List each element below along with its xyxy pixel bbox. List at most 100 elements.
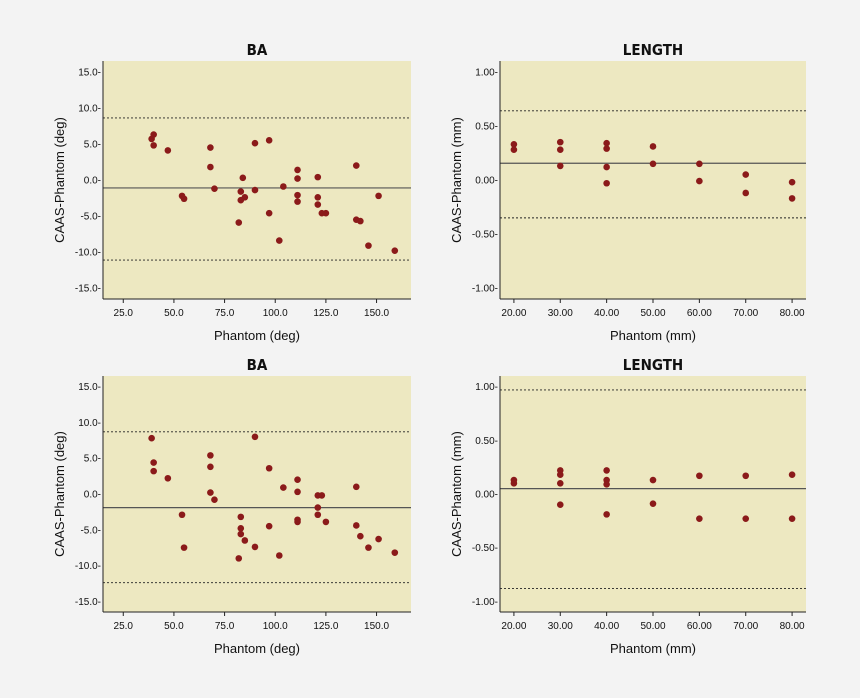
data-point — [211, 496, 218, 504]
data-point — [241, 537, 249, 544]
data-point — [696, 515, 703, 522]
y-tick-label: 0.50- — [475, 436, 498, 447]
y-tick-label: -10.0- — [75, 561, 101, 572]
data-point — [788, 515, 796, 522]
x-axis-label: Phantom (mm) — [610, 328, 696, 343]
data-point — [280, 484, 287, 491]
data-point — [265, 464, 273, 472]
y-tick-label: -0.50- — [472, 230, 498, 241]
x-tick-label: 80.00 — [780, 308, 805, 319]
data-point — [314, 504, 322, 511]
data-point — [150, 459, 157, 466]
y-tick-label: -15.0- — [75, 284, 101, 295]
x-tick-label: 20.00 — [501, 621, 526, 632]
x-tick-label: 70.00 — [733, 621, 758, 632]
data-point — [603, 467, 610, 474]
data-point — [294, 488, 301, 496]
y-tick-label: 10.0- — [78, 103, 101, 114]
y-tick-label: 0.50- — [475, 121, 498, 132]
data-point — [696, 177, 703, 185]
data-point — [556, 501, 564, 509]
data-point — [251, 543, 259, 551]
data-point — [788, 178, 796, 186]
data-point — [603, 481, 610, 488]
data-point — [251, 186, 259, 194]
data-point — [314, 194, 322, 201]
y-axis-label: CAAS-Phantom (deg) — [52, 431, 67, 557]
y-axis-label: CAAS-Phantom (mm) — [449, 431, 464, 557]
data-point — [603, 145, 610, 152]
y-tick-label: 10.0- — [78, 418, 101, 429]
data-point — [251, 433, 259, 441]
data-point — [357, 217, 364, 225]
data-point — [207, 489, 214, 496]
data-point — [510, 141, 518, 148]
y-axis-label: CAAS-Phantom (mm) — [449, 117, 464, 243]
x-axis-label: Phantom (deg) — [214, 641, 300, 656]
data-point — [391, 247, 399, 254]
data-point — [235, 219, 243, 226]
data-point — [164, 474, 172, 482]
data-point — [207, 144, 214, 151]
data-point — [742, 189, 750, 197]
data-point — [556, 162, 564, 170]
data-point — [150, 131, 157, 138]
data-point — [510, 146, 518, 154]
x-tick-label: 25.0 — [114, 308, 134, 319]
data-point — [148, 434, 155, 442]
data-point — [603, 163, 610, 171]
data-point — [275, 552, 283, 559]
y-tick-label: 15.0- — [78, 382, 101, 393]
y-tick-label: -0.50- — [472, 543, 498, 554]
y-tick-label: -5.0- — [80, 212, 101, 223]
data-point — [649, 143, 657, 150]
x-tick-label: 25.0 — [114, 621, 134, 632]
x-tick-label: 100.0 — [263, 308, 288, 319]
data-point — [649, 476, 657, 484]
data-point — [322, 209, 330, 217]
data-point — [164, 147, 172, 154]
x-tick-label: 150.0 — [364, 621, 389, 632]
y-tick-label: 15.0- — [78, 67, 101, 78]
data-point — [265, 209, 273, 217]
data-point — [556, 146, 564, 154]
x-tick-label: 50.0 — [164, 308, 184, 319]
data-point — [207, 163, 214, 171]
data-point — [318, 492, 326, 499]
data-point — [510, 479, 518, 487]
x-tick-label: 150.0 — [364, 308, 389, 319]
data-point — [180, 195, 188, 203]
x-tick-label: 30.00 — [548, 308, 573, 319]
data-point — [556, 138, 564, 146]
data-point — [237, 513, 245, 521]
data-point — [788, 471, 796, 478]
data-point — [150, 142, 157, 149]
data-point — [207, 452, 214, 459]
y-tick-label: 0.0- — [84, 176, 101, 187]
data-point — [275, 237, 283, 244]
x-tick-label: 40.00 — [594, 621, 619, 632]
data-point — [241, 194, 249, 201]
data-point — [352, 522, 360, 529]
data-point — [365, 242, 372, 249]
data-point — [207, 463, 214, 471]
data-point — [235, 555, 243, 562]
data-point — [237, 530, 245, 538]
data-point — [696, 160, 703, 168]
x-tick-label: 75.0 — [215, 621, 235, 632]
chart-title: BA — [247, 41, 268, 59]
y-tick-label: 0.0- — [84, 490, 101, 501]
data-point — [211, 185, 218, 192]
data-point — [742, 472, 750, 480]
data-point — [180, 544, 188, 551]
y-tick-label: -15.0- — [75, 597, 101, 608]
chart-title: LENGTH — [623, 41, 683, 59]
y-tick-label: -5.0- — [80, 525, 101, 536]
chart-panel-4: 1.00- 0.50- 0.00- -0.50- -1.00- 20.00 30.00 40.… — [449, 356, 806, 656]
data-point — [237, 525, 245, 532]
data-point — [322, 518, 330, 526]
data-point — [294, 476, 301, 483]
data-point — [352, 483, 360, 491]
x-tick-label: 30.00 — [548, 621, 573, 632]
y-tick-label: 1.00- — [475, 67, 498, 78]
